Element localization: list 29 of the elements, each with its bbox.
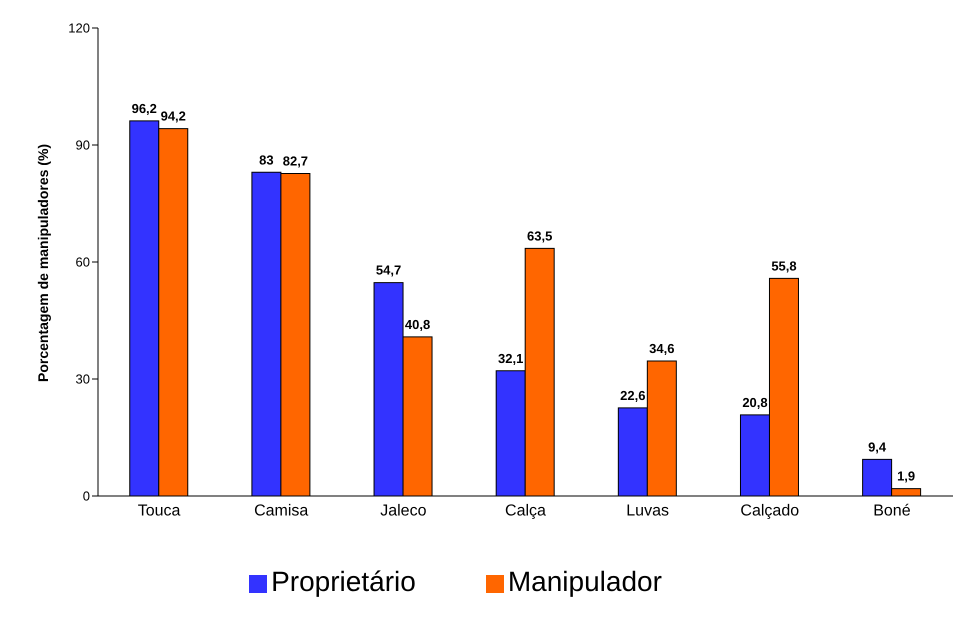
y-axis-title: Porcentagem de manipuladores (%) bbox=[34, 144, 51, 382]
legend-label: Proprietário bbox=[271, 566, 416, 597]
x-tick-label: Jaleco bbox=[380, 502, 427, 520]
data-label: 63,5 bbox=[527, 228, 552, 244]
data-label: 82,7 bbox=[282, 153, 308, 168]
legend-label: Manipulador bbox=[508, 566, 662, 597]
y-tick-label: 0 bbox=[82, 488, 90, 504]
y-tick-label: 30 bbox=[76, 372, 90, 387]
x-tick-label: Calçado bbox=[740, 502, 800, 520]
data-label: 9,4 bbox=[868, 439, 887, 454]
data-label: 55,8 bbox=[771, 258, 797, 274]
data-label: 40,8 bbox=[404, 316, 430, 332]
x-tick-label: Luvas bbox=[626, 502, 669, 520]
data-label: 1,9 bbox=[897, 468, 916, 484]
x-tick-label: Calça bbox=[505, 502, 546, 520]
data-label: 83 bbox=[259, 152, 274, 168]
x-tick-label: Boné bbox=[873, 502, 911, 520]
data-label: 20,8 bbox=[742, 394, 768, 410]
y-tick-label: 90 bbox=[76, 138, 90, 153]
x-tick-label: Camisa bbox=[254, 502, 308, 520]
data-label: 94,2 bbox=[160, 108, 186, 124]
data-label: 96,2 bbox=[132, 100, 157, 116]
data-label: 22,6 bbox=[620, 388, 646, 403]
x-tick-label: Touca bbox=[138, 502, 181, 520]
data-label: 34,6 bbox=[649, 341, 674, 356]
y-tick-label: 120 bbox=[68, 20, 90, 36]
y-tick-label: 60 bbox=[76, 254, 90, 270]
data-label: 32,1 bbox=[498, 350, 524, 366]
data-label: 54,7 bbox=[376, 262, 402, 278]
